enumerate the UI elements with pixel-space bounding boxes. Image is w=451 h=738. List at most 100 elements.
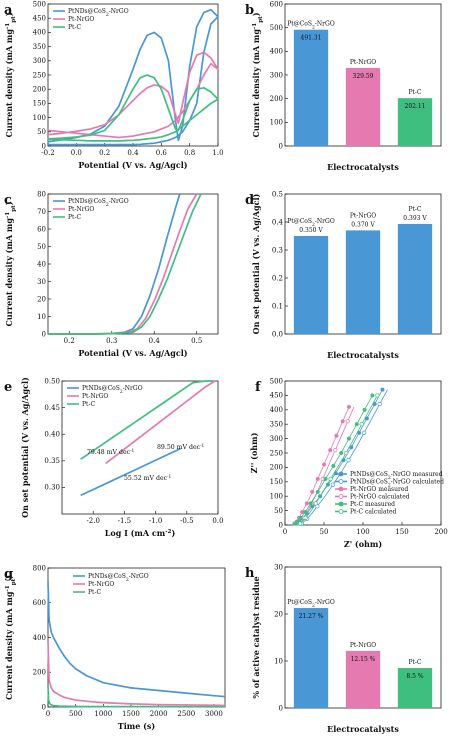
y-tick-label: 500 [270, 377, 283, 385]
y-tick-label: 250 [270, 449, 283, 457]
x-axis-label: Z' (ohm) [344, 539, 382, 549]
y-tick-label: 0 [42, 330, 46, 338]
x-axis-label: Time (s) [118, 721, 156, 731]
y-tick-label: 50 [37, 243, 46, 251]
y-tick-label: 0.45 [44, 404, 60, 412]
series-line [48, 193, 202, 335]
bar-value-label: 0.350 V [299, 227, 323, 234]
y-tick-label: 450 [33, 15, 46, 23]
legend-label: Pt-C [82, 401, 95, 408]
y-tick-label: 600 [270, 0, 283, 8]
y-tick-label: 500 [270, 24, 283, 32]
legend-label: Pt-NrGO [88, 581, 114, 588]
x-tick-label: 1.0 [212, 149, 223, 157]
x-tick-label: 0 [46, 710, 50, 718]
data-point [340, 419, 345, 424]
panel-g: 0 200 400 600 800 0 500 1000 1500 2000 2500 3000 PtN… [4, 564, 226, 731]
legend-label: Pt-C [88, 589, 101, 596]
y-tick-label: 600 [33, 599, 46, 607]
data-point [308, 501, 313, 506]
bar [397, 98, 433, 146]
legend-marker [338, 471, 344, 477]
x-tick-label: 0.5 [191, 337, 202, 345]
y-tick-label: 100 [270, 119, 283, 127]
legend-label: Pt-NrGO [82, 393, 108, 400]
legend-marker [338, 479, 344, 484]
x-tick-label: 500 [69, 710, 82, 718]
y-tick-label: 0.50 [44, 377, 60, 385]
slope-annotation: 55.52 mV dec-1 [124, 475, 172, 483]
x-tick-label: 0.2 [64, 337, 75, 345]
data-point [304, 501, 309, 506]
y-tick-label: 0.1 [272, 302, 283, 310]
y-tick-label: 70 [37, 208, 46, 216]
y-tick-label: 350 [270, 421, 283, 429]
panel-letter: h [245, 566, 255, 581]
y-tick-label: 300 [270, 435, 283, 443]
legend-label: PtNDs@CoS2-NrGO [82, 385, 143, 395]
x-axis-label: Electrocatalysts [327, 724, 399, 734]
data-point [380, 387, 385, 392]
bar-category-label: Pt-NrGO [350, 642, 376, 649]
legend-label: PtNDs@CoS2-NrGO [68, 198, 129, 208]
bar-value-label: 8.5 % [406, 673, 423, 680]
x-tick-label: 0.4 [149, 337, 161, 345]
bar [345, 230, 381, 334]
y-tick-label: 300 [33, 57, 46, 65]
x-tick-label: 2000 [150, 710, 168, 718]
x-tick-label: 0.4 [127, 149, 139, 157]
fit-point [345, 419, 350, 424]
series-line [80, 447, 181, 497]
legend-label: Pt-C [68, 24, 81, 31]
data-point [346, 436, 352, 441]
legend-label: PtNDs@CoS2-NrGO [88, 573, 149, 583]
series-line [47, 8, 219, 146]
y-tick-label: 250 [33, 71, 46, 79]
fit-point [297, 521, 303, 526]
fit-point [346, 458, 351, 463]
y-tick-label: 0 [279, 704, 283, 712]
panel-h: 0 10 20 30 Pt@CoS2-NrGO 21.27 % Pt-NrGO 12.15 %… [245, 563, 442, 734]
x-tick-label: 150 [395, 528, 408, 536]
panel-letter: c [4, 193, 12, 208]
legend-marker [338, 509, 344, 514]
data-point [303, 509, 308, 515]
x-tick-label: 1500 [122, 710, 140, 718]
legend-label: PtNDs@CoS2-NrGO [68, 8, 129, 18]
fit-point [328, 476, 333, 482]
y-tick-label: 200 [270, 464, 283, 472]
fit-point [359, 422, 364, 427]
bar-category-label: Pt@CoS2-NrGO [287, 21, 335, 31]
fit-point [303, 515, 308, 520]
bar-category-label: Pt-C [408, 89, 421, 96]
legend-label: Pt-NrGO measured [350, 486, 408, 493]
x-tick-label: 0 [283, 528, 287, 536]
series-line [47, 74, 219, 142]
x-axis-label: Electrocatalysts [327, 162, 399, 172]
x-tick-label: -1.0 [149, 517, 163, 525]
data-point [331, 463, 336, 469]
legend-marker [338, 501, 344, 507]
x-tick-label: 50 [320, 528, 329, 536]
y-axis-label: Current density (mA mg-1pt) [4, 575, 17, 700]
y-tick-label: 200 [33, 669, 46, 677]
x-axis-label: Potential (V vs. Ag/Agcl) [78, 160, 187, 170]
series-line [47, 581, 226, 698]
y-axis-label: % of active catalyst residue [251, 576, 261, 698]
x-tick-label: -2.0 [86, 517, 100, 525]
y-axis-label: Current density (mA mg-1pt) [251, 12, 264, 137]
fit-point [361, 430, 367, 435]
y-tick-label: 30 [37, 278, 46, 286]
x-tick-label: 0.8 [184, 149, 195, 157]
y-tick-label: 200 [270, 95, 283, 103]
panel-letter: d [245, 193, 254, 208]
bar [345, 67, 381, 146]
data-point [354, 422, 359, 427]
y-tick-label: 0.0 [272, 330, 283, 338]
y-tick-label: 300 [270, 71, 283, 79]
bar [293, 608, 329, 708]
legend-label: Pt-NrGO calculated [350, 494, 410, 501]
y-tick-label: 0 [42, 703, 46, 711]
bar-category-label: Pt-C [408, 206, 421, 213]
